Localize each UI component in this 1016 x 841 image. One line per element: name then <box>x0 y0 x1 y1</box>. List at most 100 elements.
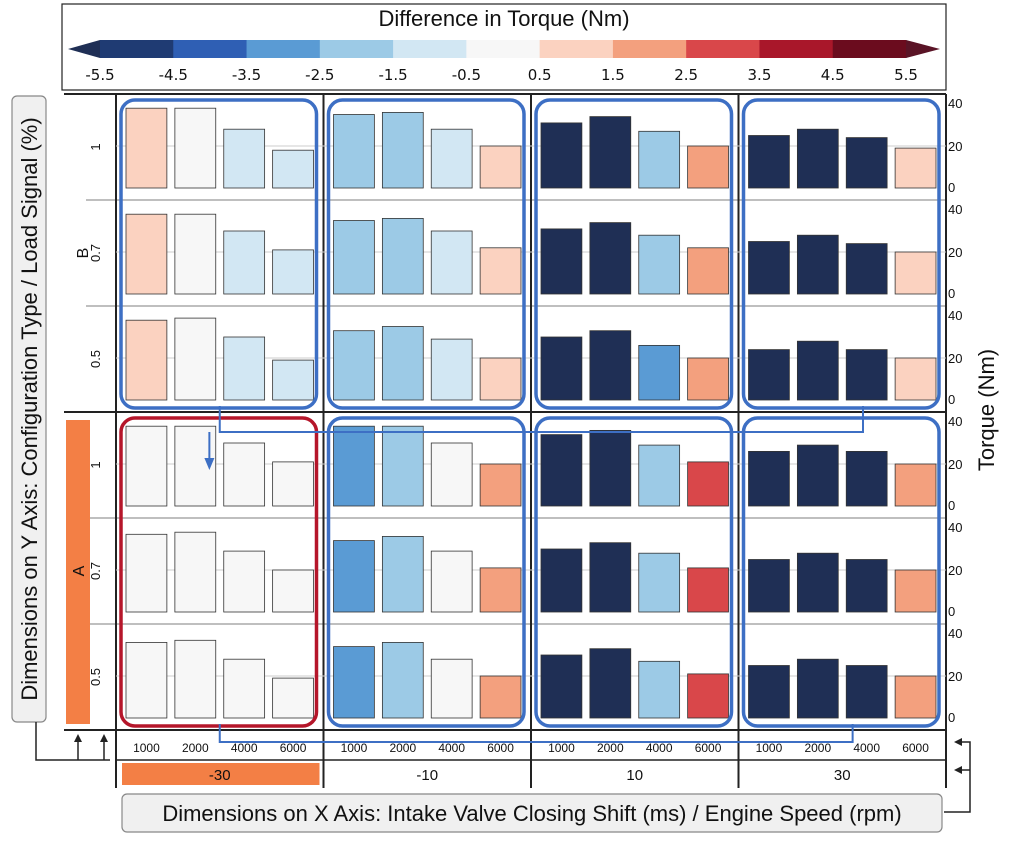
x-dimension-bracket <box>944 741 971 813</box>
bar <box>223 658 266 719</box>
connector-bottom <box>218 724 854 743</box>
bar <box>894 675 937 719</box>
bar <box>125 642 168 719</box>
bar <box>748 450 790 507</box>
engine-speed-label: 2000 <box>182 741 209 755</box>
bar <box>430 128 473 189</box>
legend-tick-labels: -5.5 -4.5 -3.5 -2.5 -1.5 -0.5 0.5 1.5 2.5 3.5 4.5 5… <box>85 66 918 84</box>
load-label: 0.7 <box>88 244 103 262</box>
bar <box>381 112 424 189</box>
bar <box>845 137 888 189</box>
right-tick-label: 20 <box>948 351 962 366</box>
bar <box>479 567 522 613</box>
bar <box>638 130 681 189</box>
bar <box>333 646 375 719</box>
bar <box>540 654 583 719</box>
bar <box>894 251 937 295</box>
bar <box>381 217 424 295</box>
legend-tick-label: 3.5 <box>748 66 772 84</box>
engine-speed-label: 2000 <box>597 741 624 755</box>
bar <box>174 107 217 189</box>
shift-label: -30 <box>209 767 231 784</box>
bar <box>125 213 168 295</box>
legend-tick-label: 5.5 <box>894 66 918 84</box>
engine-speed-label: 4000 <box>646 741 673 755</box>
engine-speed-label: 1000 <box>548 741 575 755</box>
bar <box>796 444 839 507</box>
y-dimension-bracket <box>35 722 110 761</box>
right-axis-title: Torque (Nm) <box>974 349 999 471</box>
bar <box>589 116 632 189</box>
bar-marks <box>125 107 937 719</box>
right-tick-label: 40 <box>948 96 962 111</box>
legend-swatch <box>393 40 467 58</box>
bar <box>687 247 729 295</box>
bar <box>479 675 522 719</box>
bar <box>272 359 314 401</box>
bar <box>540 336 583 401</box>
bar <box>430 658 473 719</box>
x-bracket-arrowhead <box>954 738 962 746</box>
bar <box>894 569 937 613</box>
bar <box>894 463 937 507</box>
legend-swatch <box>100 40 174 58</box>
bar <box>589 542 632 613</box>
right-tick-label: 40 <box>948 414 962 429</box>
bar <box>272 461 314 507</box>
bar <box>430 550 473 613</box>
engine-speed-label: 2000 <box>389 741 416 755</box>
bar <box>589 648 632 719</box>
bar <box>272 677 314 719</box>
bar <box>430 442 473 507</box>
right-tick-label: 40 <box>948 626 962 641</box>
bar <box>272 149 314 189</box>
bar <box>796 552 839 613</box>
bar <box>125 425 168 507</box>
bar <box>687 145 729 189</box>
legend-swatch <box>832 40 907 58</box>
bar <box>381 425 424 507</box>
bar <box>796 128 839 189</box>
right-tick-label: 20 <box>948 669 962 684</box>
bar <box>687 461 729 507</box>
engine-speed-label: 4000 <box>231 741 258 755</box>
legend-tick-label: 0.5 <box>528 66 552 84</box>
load-label: 1 <box>88 143 103 150</box>
bar <box>894 147 937 189</box>
bar <box>381 326 424 401</box>
legend-tick-label: -1.5 <box>378 66 407 84</box>
right-tick-label: 0 <box>948 180 955 195</box>
y-axis-title-box: Dimensions on Y Axis: Configuration Type… <box>11 95 47 723</box>
bar <box>540 228 583 295</box>
bar <box>125 107 168 189</box>
engine-speed-label: 6000 <box>695 741 722 755</box>
right-tick-label: 20 <box>948 563 962 578</box>
config-label-b: B <box>75 248 92 259</box>
right-tick-label: 20 <box>948 139 962 154</box>
bar <box>687 567 729 613</box>
annotation-boxes <box>35 98 971 813</box>
right-tick-label: 0 <box>948 604 955 619</box>
bar <box>174 317 217 401</box>
load-label: 0.7 <box>88 562 103 580</box>
bar <box>540 122 583 189</box>
shift-label: 30 <box>834 767 851 784</box>
engine-speed-label: 6000 <box>280 741 307 755</box>
legend-tick-label: -2.5 <box>305 66 334 84</box>
bar <box>223 550 266 613</box>
bar <box>748 241 790 295</box>
bar <box>638 444 681 507</box>
legend-tick-label: 1.5 <box>601 66 625 84</box>
bar <box>845 559 888 613</box>
bar <box>796 658 839 719</box>
bar <box>174 639 217 719</box>
bar <box>589 222 632 295</box>
bar <box>174 213 217 295</box>
bar <box>748 135 790 189</box>
bar <box>748 349 790 401</box>
bar <box>748 665 790 719</box>
right-tick-label: 0 <box>948 286 955 301</box>
legend-tick-label: 2.5 <box>674 66 698 84</box>
legend-tick-label: -5.5 <box>85 66 114 84</box>
load-label: 1 <box>88 461 103 468</box>
